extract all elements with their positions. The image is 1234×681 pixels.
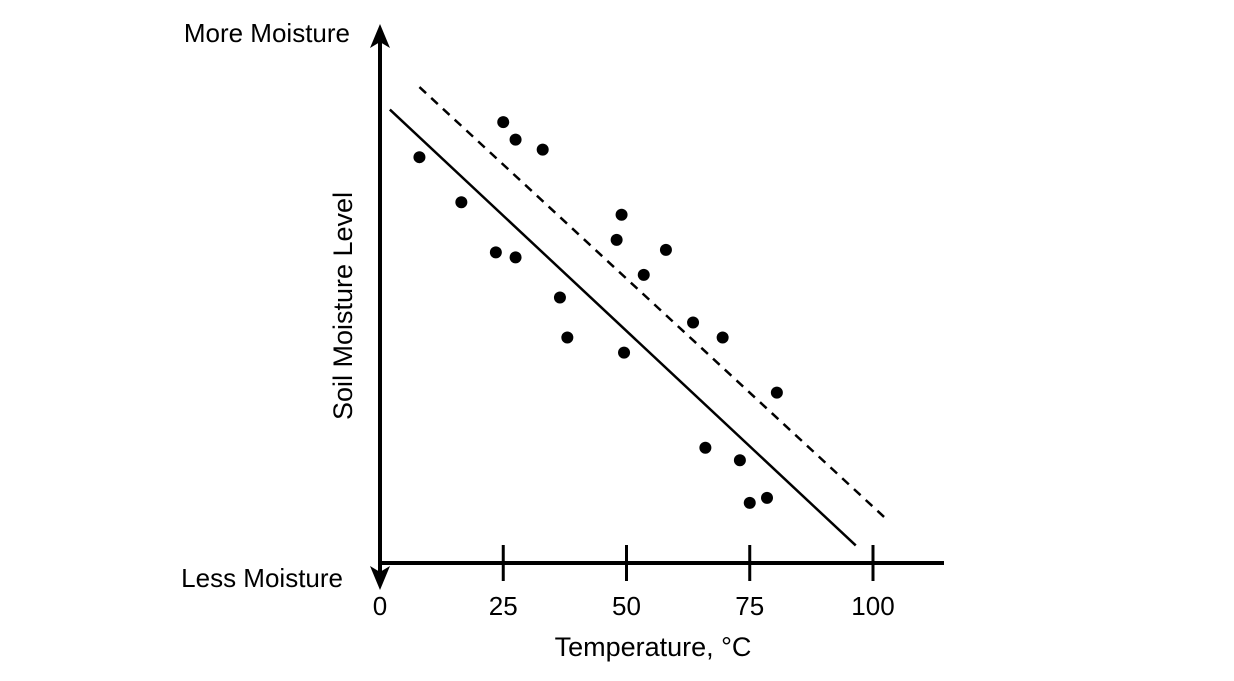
- y-axis-arrow-up-icon: [370, 24, 390, 48]
- x-tick-label: 50: [612, 591, 641, 621]
- y-axis-arrow-down-icon: [370, 566, 390, 590]
- data-point: [615, 208, 628, 221]
- y-axis-top-label: More Moisture: [184, 18, 350, 48]
- x-tick-label: 75: [735, 591, 764, 621]
- data-point: [610, 233, 623, 246]
- data-point: [637, 268, 650, 281]
- data-point: [509, 133, 522, 146]
- data-point: [553, 291, 566, 304]
- data-point: [489, 246, 502, 259]
- data-point: [561, 331, 574, 344]
- data-point: [497, 116, 510, 129]
- solid-trend-line: [389, 108, 857, 547]
- data-point: [509, 251, 522, 264]
- x-tick-label: 100: [851, 591, 894, 621]
- data-point: [743, 496, 756, 509]
- data-point: [618, 346, 631, 359]
- x-tick-label: 25: [489, 591, 518, 621]
- data-points: [413, 116, 783, 509]
- data-point: [699, 441, 712, 454]
- y-axis-bottom-label: Less Moisture: [181, 563, 343, 593]
- data-point: [659, 243, 672, 256]
- data-point: [761, 491, 774, 504]
- data-point: [733, 454, 746, 467]
- data-point: [413, 151, 426, 164]
- y-axis-title: Soil Moisture Level: [328, 192, 358, 420]
- data-point: [536, 143, 549, 156]
- data-point: [455, 196, 468, 209]
- data-point: [770, 386, 783, 399]
- x-axis-ticks: 0 25 50 75 100: [373, 545, 895, 621]
- dashed-trend-line: [418, 86, 889, 522]
- x-axis-title: Temperature, °C: [555, 632, 752, 662]
- x-tick-label: 0: [373, 591, 387, 621]
- trend-lines: [389, 86, 889, 547]
- data-point: [716, 331, 729, 344]
- data-point: [687, 316, 700, 329]
